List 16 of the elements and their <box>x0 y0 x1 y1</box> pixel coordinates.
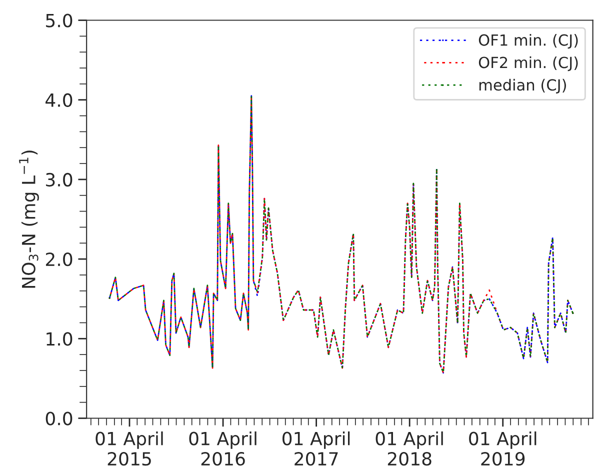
legend-label: OF2 min. (CJ) <box>478 56 578 72</box>
line-series <box>108 95 574 374</box>
y-tick-label: 2.0 <box>46 252 72 266</box>
y-tick-label: 3.0 <box>46 172 72 187</box>
y-tick-label: 4.0 <box>46 93 72 107</box>
legend-label: median (CJ) <box>479 78 566 94</box>
x-tick-label: 01 April 2016 <box>189 431 256 466</box>
x-tick-label: 01 April 2019 <box>469 431 536 466</box>
legend-label: OF1 min. (CJ) <box>478 34 578 49</box>
y-axis-title: NO$_{3}$-N (mg L$^{−1}$) <box>19 150 39 288</box>
y-tick-label: 1.0 <box>46 332 72 346</box>
x-tick-label: 01 April 2018 <box>376 431 443 466</box>
y-tick-label: 5.0 <box>46 14 72 28</box>
x-tick-label: 01 April 2017 <box>282 431 350 466</box>
y-tick-label: 0.0 <box>46 412 72 426</box>
x-tick-label: 01 April 2015 <box>96 431 163 466</box>
